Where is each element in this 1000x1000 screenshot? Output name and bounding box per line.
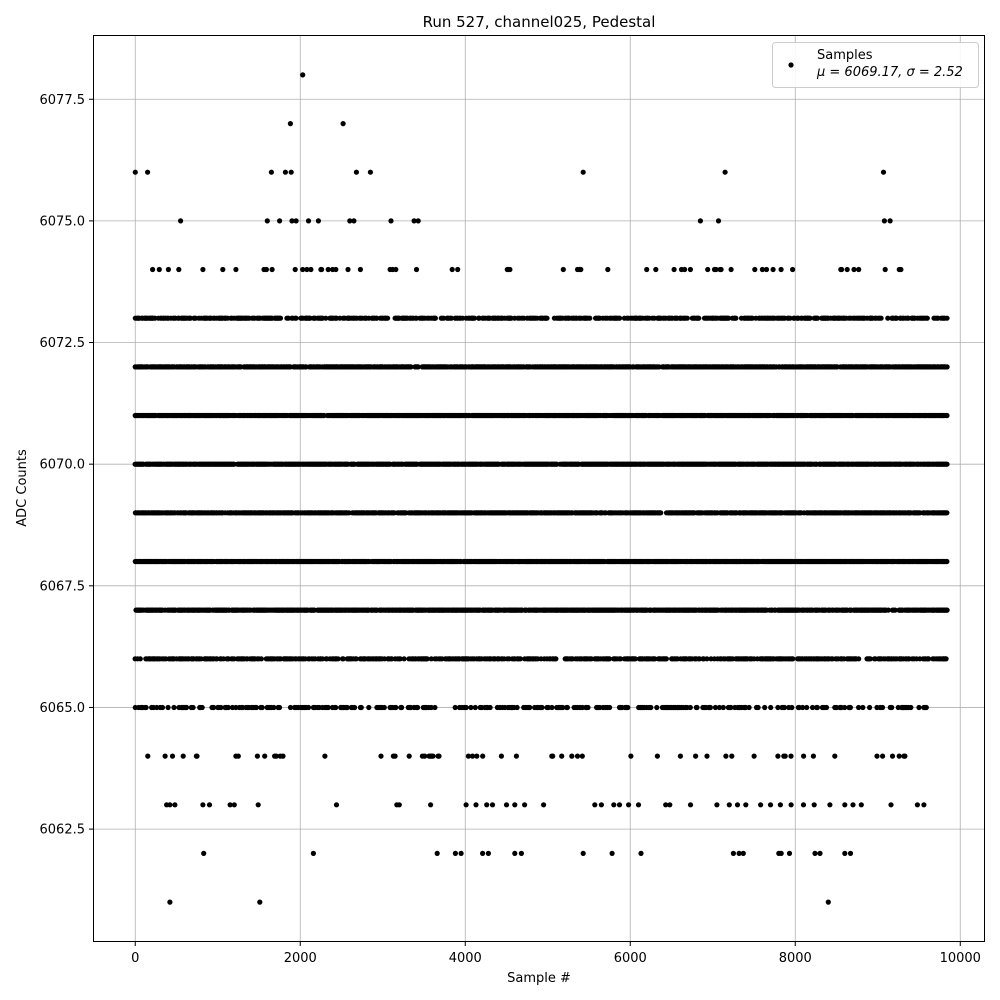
data-point bbox=[517, 656, 524, 662]
chart-title: Run 527, channel025, Pedestal bbox=[423, 13, 656, 31]
data-point bbox=[335, 656, 341, 662]
data-point bbox=[867, 656, 873, 662]
data-point bbox=[663, 656, 670, 662]
data-point bbox=[944, 510, 950, 516]
data-point bbox=[401, 656, 407, 662]
data-point bbox=[944, 558, 950, 565]
data-point bbox=[353, 656, 359, 662]
data-point bbox=[885, 607, 891, 613]
data-point bbox=[926, 656, 932, 662]
data-point bbox=[606, 656, 613, 662]
data-point bbox=[617, 656, 624, 662]
data-point bbox=[658, 510, 664, 516]
data-point bbox=[553, 656, 559, 662]
data-point bbox=[944, 607, 950, 613]
data-points bbox=[132, 72, 950, 905]
data-point bbox=[632, 656, 638, 662]
data-point bbox=[704, 656, 710, 662]
data-point bbox=[137, 656, 143, 662]
data-point bbox=[856, 656, 862, 662]
data-point bbox=[397, 656, 403, 662]
data-point bbox=[340, 656, 346, 662]
data-point bbox=[428, 656, 434, 662]
data-point bbox=[790, 656, 796, 662]
data-point bbox=[424, 656, 430, 662]
data-point bbox=[892, 607, 898, 613]
data-point bbox=[943, 656, 949, 662]
data-point bbox=[258, 656, 264, 662]
data-point bbox=[944, 412, 950, 419]
data-point bbox=[944, 461, 950, 467]
